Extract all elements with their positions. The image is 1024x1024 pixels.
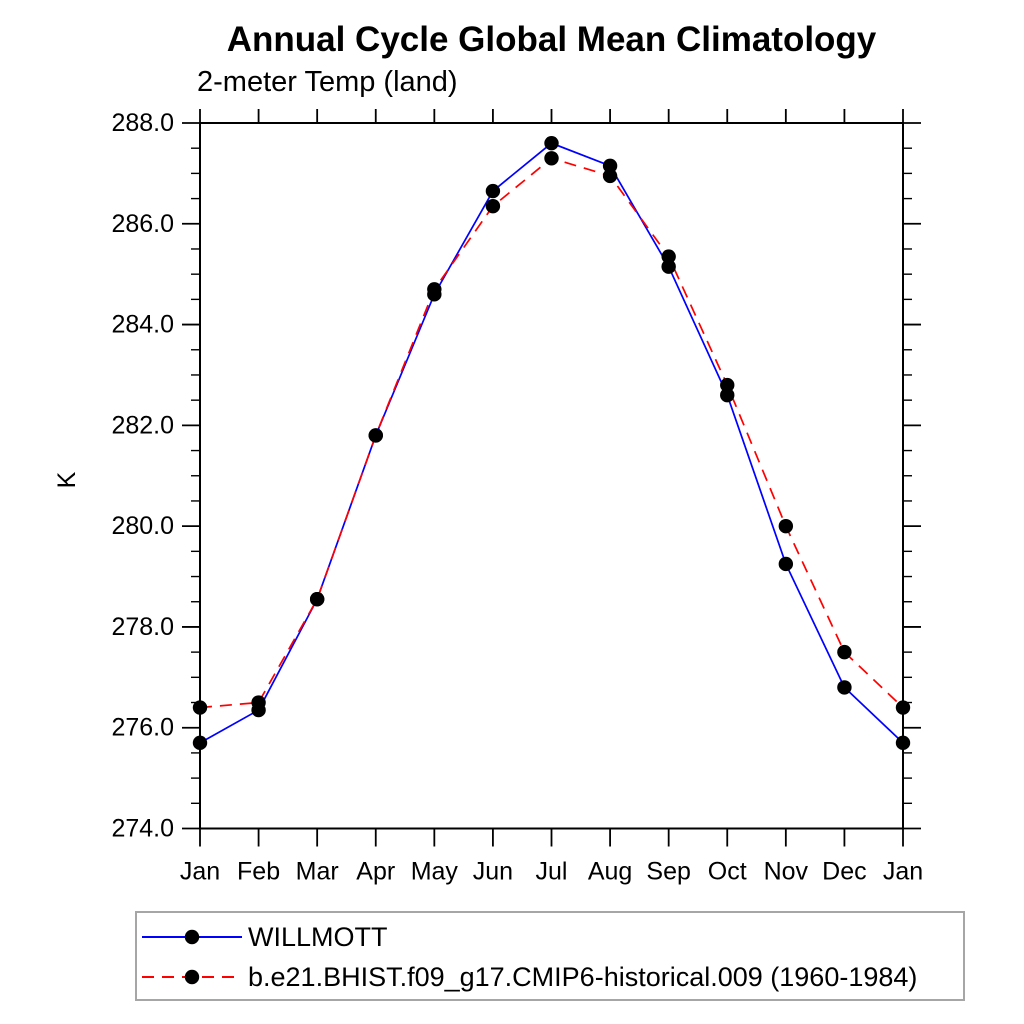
data-point-marker-1 <box>368 428 383 443</box>
x-axis-tick-label: Jul <box>536 858 568 886</box>
legend-label-model: b.e21.BHIST.f09_g17.CMIP6-historical.009… <box>248 961 918 992</box>
data-point-marker-1 <box>602 168 618 184</box>
data-point-marker-0 <box>544 135 559 151</box>
x-axis-tick-label: Jan <box>883 858 923 886</box>
x-axis-tick-label: Nov <box>764 858 809 886</box>
x-axis-tick-label: Jun <box>473 858 513 886</box>
y-axis-tick-label: 278.0 <box>111 613 174 641</box>
x-axis-tick-label: Oct <box>708 858 747 886</box>
series-line-0 <box>199 142 904 744</box>
x-axis-tick-label: May <box>411 858 459 886</box>
data-point-marker-0 <box>720 387 735 403</box>
x-axis-tick-label: Aug <box>588 858 632 886</box>
y-axis-tick-label: 284.0 <box>111 311 174 339</box>
data-point-marker-0 <box>602 158 618 174</box>
data-point-marker-1 <box>309 592 325 607</box>
data-point-marker-1 <box>837 644 852 660</box>
legend-line-willmott <box>142 929 242 945</box>
data-point-marker-0 <box>661 259 676 274</box>
data-point-marker-0 <box>778 556 794 572</box>
y-axis-tick-label: 280.0 <box>111 512 174 540</box>
y-axis-tick-label: 288.0 <box>111 109 174 137</box>
legend-label-willmott: WILLMOTT <box>248 921 388 952</box>
legend-marker <box>184 929 200 945</box>
data-point-marker-1 <box>485 198 501 214</box>
data-point-marker-1 <box>778 518 794 534</box>
data-point-marker-1 <box>251 695 266 710</box>
x-axis-tick-label: Sep <box>646 858 690 886</box>
y-axis-tick-label: 282.0 <box>111 411 174 439</box>
data-point-marker-1 <box>661 249 676 264</box>
chart-subtitle: 2-meter Temp (land) <box>197 66 458 98</box>
y-axis-tick-label: 276.0 <box>111 714 174 742</box>
chart-title: Annual Cycle Global Mean Climatology <box>226 20 877 59</box>
data-point-marker-0 <box>895 735 911 751</box>
data-point-marker-1 <box>720 377 735 393</box>
series-line-1 <box>199 157 904 709</box>
data-point-marker-0 <box>485 183 501 199</box>
x-axis-tick-label: Mar <box>296 858 339 886</box>
y-axis-tick-label: 274.0 <box>111 815 174 843</box>
x-axis-tick-label: Dec <box>822 858 866 886</box>
x-axis-tick-label: Jan <box>180 858 220 886</box>
data-point-marker-1 <box>427 282 442 297</box>
x-axis-tick-label: Feb <box>237 858 280 886</box>
plot-frame <box>199 122 904 830</box>
data-point-marker-1 <box>895 700 911 715</box>
data-point-marker-0 <box>192 735 208 751</box>
data-point-marker-1 <box>192 700 208 715</box>
y-axis-tick-label: 286.0 <box>111 210 174 238</box>
legend-entry-willmott: WILLMOTT <box>142 917 388 957</box>
legend-box: WILLMOTT b.e21.BHIST.f09_g17.CMIP6-histo… <box>135 911 965 1001</box>
legend-line-model <box>142 969 242 985</box>
legend-marker <box>184 969 200 985</box>
data-point-marker-0 <box>837 680 852 695</box>
legend-entry-model: b.e21.BHIST.f09_g17.CMIP6-historical.009… <box>142 957 917 997</box>
data-point-marker-1 <box>544 151 559 166</box>
x-axis-tick-label: Apr <box>356 858 395 886</box>
